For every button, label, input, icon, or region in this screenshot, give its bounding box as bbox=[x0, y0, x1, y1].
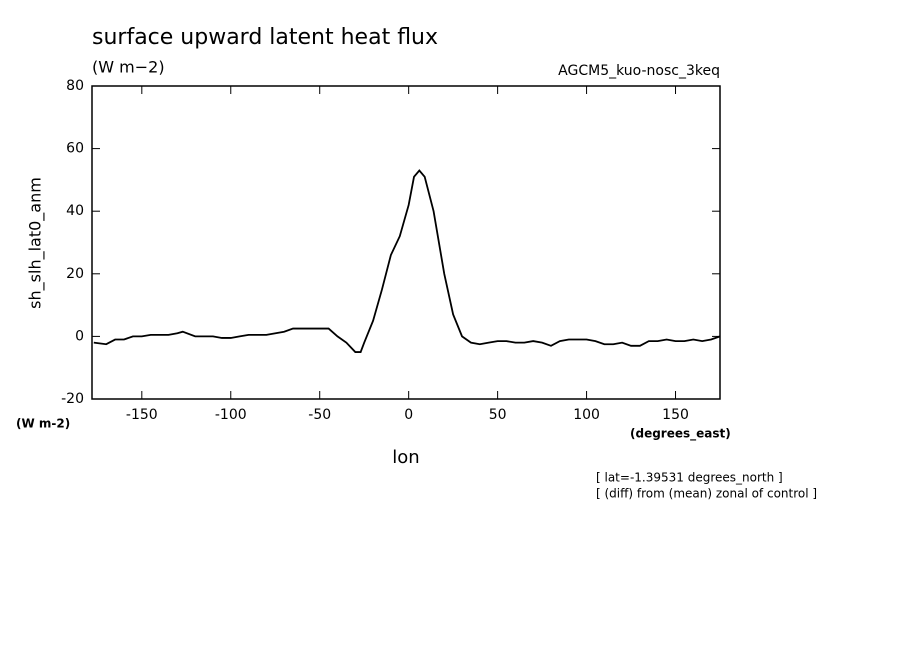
y-tick-label: 80 bbox=[66, 78, 84, 94]
x-axis-label: lon bbox=[392, 447, 419, 468]
x-tick-label: -100 bbox=[215, 407, 247, 423]
note: [ lat=-1.39531 degrees_north ] bbox=[596, 471, 783, 485]
data-line bbox=[93, 169, 721, 353]
x-tick-label: 150 bbox=[662, 407, 689, 423]
y-tick-label: -20 bbox=[61, 391, 84, 407]
x-units: (degrees_east) bbox=[630, 427, 731, 442]
y-tick-label: 0 bbox=[75, 328, 84, 344]
y-tick-label: 60 bbox=[66, 141, 84, 157]
chart-title: surface upward latent heat flux bbox=[92, 25, 438, 50]
x-tick-label: 50 bbox=[489, 407, 507, 423]
x-tick-label: -50 bbox=[308, 407, 331, 423]
y-tick-label: 20 bbox=[66, 266, 84, 282]
y-units: (W m-2) bbox=[16, 417, 70, 431]
x-tick-label: 100 bbox=[573, 407, 600, 423]
subtitle: (W m−2) bbox=[92, 58, 165, 77]
y-tick-label: 40 bbox=[66, 203, 84, 219]
plot-frame bbox=[91, 85, 721, 400]
run-label: AGCM5_kuo-nosc_3keq bbox=[558, 63, 720, 79]
y-axis-label: sh_slh_lat0_anm bbox=[26, 177, 46, 309]
x-tick-label: 0 bbox=[404, 407, 413, 423]
x-tick-label: -150 bbox=[126, 407, 158, 423]
note: [ (diff) from (mean) zonal of control ] bbox=[596, 487, 817, 501]
